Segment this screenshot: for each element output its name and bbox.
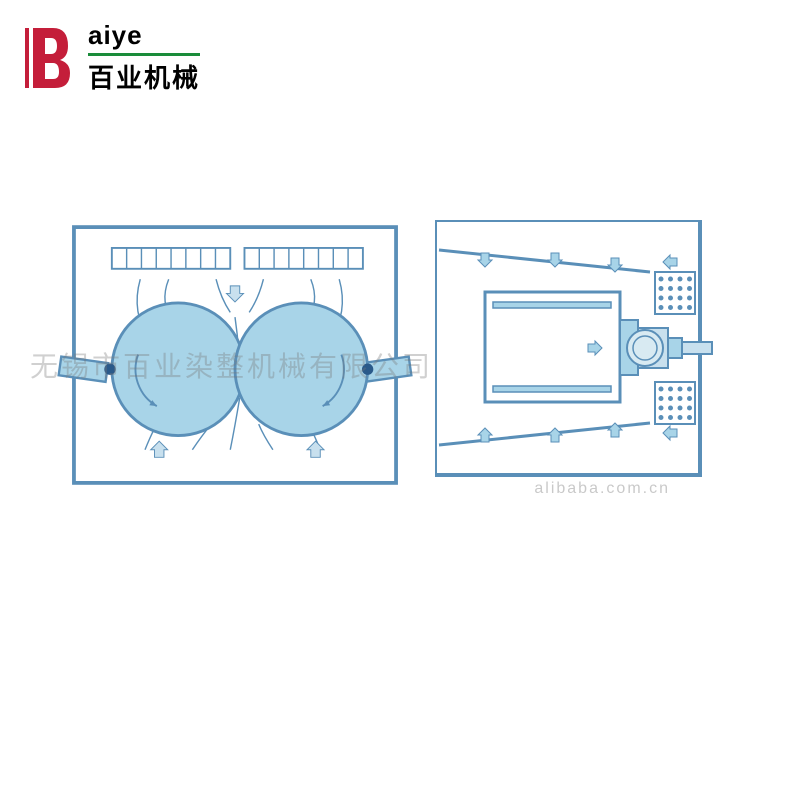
diagram-left: [55, 220, 395, 490]
brand-name-cn: 百业机械: [88, 58, 200, 95]
footer-watermark: alibaba.com.cn: [534, 480, 670, 498]
logo-text: aiye 百业机械: [88, 20, 200, 95]
diagram-container: [55, 220, 755, 500]
diagram-right: [435, 220, 715, 480]
logo-mark: [25, 23, 80, 93]
brand-logo: aiye 百业机械: [25, 20, 200, 95]
logo-divider: [88, 53, 200, 56]
brand-name-en: aiye: [88, 20, 200, 51]
